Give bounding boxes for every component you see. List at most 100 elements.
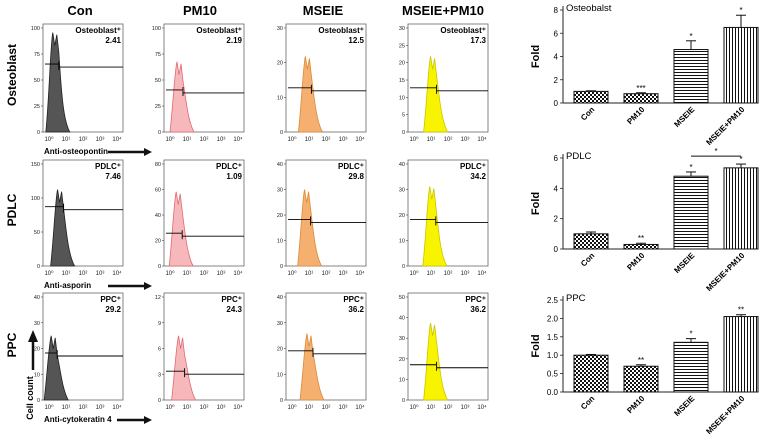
histogram-panel: 0 25 50 75 100 10⁰ 10¹ 10² 10³ 10⁴ Osteoblast⁺2.19 xyxy=(152,23,245,143)
bar xyxy=(723,26,759,104)
histogram-panel: 0 20 40 60 80 10⁰ 10¹ 10² 10³ 10⁴ PDLC⁺1.09 xyxy=(155,159,245,277)
x-tick-label: 10² xyxy=(322,405,331,411)
category-label: MSEIE xyxy=(672,105,696,129)
bar xyxy=(673,175,709,250)
x-tick-label: 10⁰ xyxy=(409,270,419,277)
bar xyxy=(623,243,659,250)
significance-label: ** xyxy=(638,356,644,365)
antibody-label: Anti-cytokeratin 4 xyxy=(44,415,112,424)
gate-label: PDLC⁺ xyxy=(460,162,486,171)
y-tick-label: 10 xyxy=(399,95,405,101)
histogram-peak xyxy=(50,189,76,267)
y-tick-label: 30 xyxy=(399,188,405,194)
y-tick-label: 40 xyxy=(155,213,161,219)
y-tick-label: 20 xyxy=(155,239,161,245)
x-tick-label: 10² xyxy=(79,405,88,411)
bar-chart: Osteobalst Fold 0 2 4 6 8 Con *** PM10 * MSEIE * MSEI… xyxy=(530,3,759,147)
significance-label: * xyxy=(689,32,692,41)
x-tick-label: 10⁴ xyxy=(112,404,122,411)
y-tick-label: 6 xyxy=(158,347,161,353)
x-tick-label: 10⁰ xyxy=(165,270,175,277)
y-tick-label: 50 xyxy=(34,230,40,236)
y-tick-label: 50 xyxy=(155,78,161,84)
histogram-panel: 0 10 20 30 40 10⁰ 10¹ 10² 10³ 10⁴ PPC⁺29.2 xyxy=(34,292,124,411)
x-tick-label: 10² xyxy=(444,405,453,411)
y-tick-label: 1.0 xyxy=(547,351,559,360)
x-tick-label: 10³ xyxy=(96,137,105,143)
histogram-peak xyxy=(299,333,325,401)
y-tick-label: 40 xyxy=(277,162,283,168)
y-tick-label: 40 xyxy=(277,295,283,301)
y-tick-label: 9 xyxy=(158,321,161,327)
column-header-con: Con xyxy=(67,3,92,18)
category-label: Con xyxy=(579,251,596,268)
y-tick-label: 40 xyxy=(399,162,405,168)
gate-value: 29.2 xyxy=(105,305,121,314)
gate-label: Osteoblast⁺ xyxy=(196,26,242,35)
gate-value: 2.19 xyxy=(226,36,242,45)
bar-chart: PDLC Fold 0 2 4 6 Con ** PM10 * MSEIE * MSEIE+PM10 * xyxy=(530,147,759,293)
y-tick-label: 6 xyxy=(554,29,559,38)
x-tick-label: 10¹ xyxy=(62,137,71,143)
y-tick-label: 20 xyxy=(34,347,40,353)
x-tick-label: 10⁰ xyxy=(409,404,419,411)
row-label-pdlc: PDLC xyxy=(5,193,19,226)
histogram-peak xyxy=(297,189,323,267)
y-tick-label: 15 xyxy=(399,78,405,84)
y-tick-label: 20 xyxy=(399,357,405,363)
y-tick-label: 50 xyxy=(399,295,405,301)
gate-value: 36.2 xyxy=(470,305,486,314)
antibody-label: Anti-osteopontin xyxy=(44,147,108,156)
x-tick-label: 10¹ xyxy=(427,137,436,143)
y-tick-label: 2 xyxy=(554,215,559,224)
chart-title: PPC xyxy=(566,293,586,304)
column-header-pm10: PM10 xyxy=(183,3,217,18)
y-tick-label: 4 xyxy=(554,53,559,62)
antibody-label: Anti-asporin xyxy=(44,281,91,290)
histogram-peak xyxy=(169,61,195,133)
x-tick-label: 10⁴ xyxy=(233,270,243,277)
category-label: MSEIE xyxy=(672,394,696,418)
x-tick-label: 10² xyxy=(444,137,453,143)
y-tick-label: 0 xyxy=(554,99,559,108)
column-header-mseie: MSEIE xyxy=(303,3,344,18)
y-tick-label: 0 xyxy=(158,264,161,270)
y-tick-label: 150 xyxy=(31,162,40,168)
x-tick-label: 10¹ xyxy=(183,137,192,143)
x-tick-label: 10⁴ xyxy=(355,404,365,411)
gate-label: PDLC⁺ xyxy=(338,162,364,171)
y-tick-label: 5 xyxy=(402,113,405,119)
y-tick-label: 10 xyxy=(399,239,405,245)
category-label: MSEIE+PM10 xyxy=(704,394,746,436)
y-tick-label: 0 xyxy=(402,398,405,404)
y-tick-label: 8 xyxy=(554,6,559,15)
x-tick-label: 10³ xyxy=(461,405,470,411)
y-tick-label: 0.5 xyxy=(547,370,559,379)
histogram-panel: 0 5 10 15 20 25 30 10⁰ 10¹ 10² 10³ 10⁴ Osteoblast⁺17… xyxy=(399,23,489,143)
y-tick-label: 1.5 xyxy=(547,333,559,342)
x-tick-label: 10⁰ xyxy=(165,136,175,143)
x-tick-label: 10³ xyxy=(339,271,348,277)
y-tick-label: 20 xyxy=(277,213,283,219)
histogram-peak xyxy=(168,191,194,267)
x-tick-label: 10³ xyxy=(217,137,226,143)
x-tick-label: 10⁴ xyxy=(112,270,122,277)
category-label: PM10 xyxy=(625,105,647,127)
gate-value: 34.2 xyxy=(470,172,486,181)
significance-label: * xyxy=(689,330,692,339)
gate-value: 1.09 xyxy=(226,172,242,181)
y-tick-label: 0 xyxy=(402,264,405,270)
x-tick-label: 10⁴ xyxy=(477,270,487,277)
bar-chart: PPC Fold 0.0 0.5 1.0 1.5 2.0 2.5 Con ** PM10 * MSEIE… xyxy=(530,293,759,436)
cell-count-arrowhead-icon xyxy=(28,330,38,342)
y-tick-label: 30 xyxy=(399,26,405,32)
y-tick-label: 10 xyxy=(277,95,283,101)
panel-frame xyxy=(407,159,489,267)
y-tick-label: 10 xyxy=(277,372,283,378)
histogram-panel: 0 10 20 30 40 10⁰ 10¹ 10² 10³ 10⁴ PDLC⁺29.8 xyxy=(277,159,367,277)
bar xyxy=(623,93,659,104)
significance-label: * xyxy=(739,6,742,15)
x-tick-label: 10² xyxy=(200,271,209,277)
